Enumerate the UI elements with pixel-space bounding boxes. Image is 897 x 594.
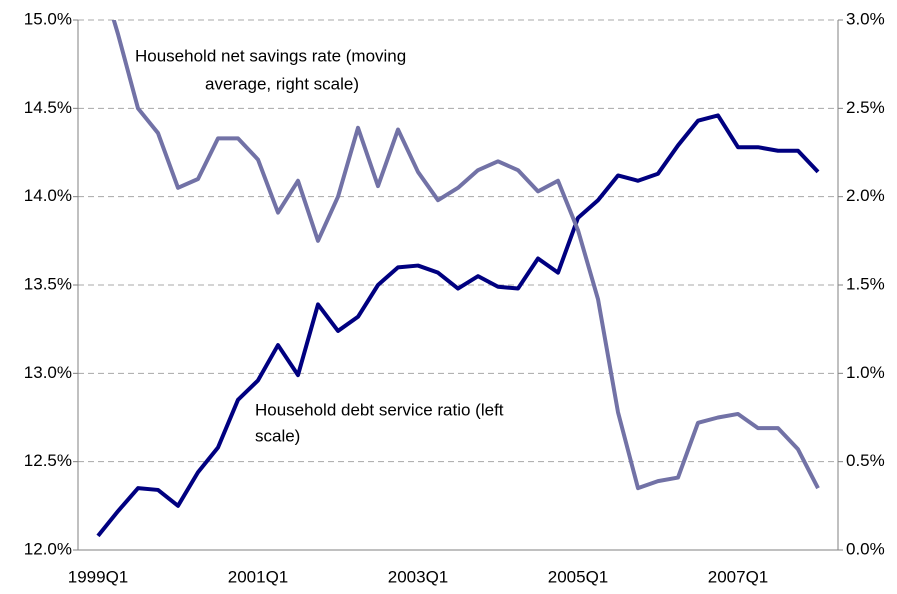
y-tick-label: 12.5% [24, 451, 72, 470]
y2-tick-label: 3.0% [846, 9, 885, 28]
y2-tick-label: 0.5% [846, 451, 885, 470]
y-tick-label: 15.0% [24, 9, 72, 28]
x-tick-label: 2001Q1 [228, 567, 289, 586]
annotation: average, right scale) [205, 74, 359, 93]
y-tick-label: 12.0% [24, 539, 72, 558]
x-tick-label: 2007Q1 [708, 567, 769, 586]
y-tick-label: 13.0% [24, 363, 72, 382]
y2-tick-label: 1.5% [846, 274, 885, 293]
y-tick-label: 14.5% [24, 98, 72, 117]
annotation: scale) [255, 426, 300, 445]
y2-tick-label: 0.0% [846, 539, 885, 558]
series-line [111, 20, 820, 491]
x-tick-label: 1999Q1 [68, 567, 129, 586]
y2-tick-label: 1.0% [846, 363, 885, 382]
plot-area [96, 20, 820, 538]
series-line [96, 113, 820, 538]
annotation: Household debt service ratio (left [255, 400, 504, 419]
y2-tick-label: 2.5% [846, 98, 885, 117]
y2-tick-label: 2.0% [846, 186, 885, 205]
x-tick-label: 2003Q1 [388, 567, 449, 586]
x-tick-label: 2005Q1 [548, 567, 609, 586]
y-tick-label: 13.5% [24, 274, 72, 293]
y-tick-label: 14.0% [24, 186, 72, 205]
annotation: Household net savings rate (moving [135, 46, 406, 65]
